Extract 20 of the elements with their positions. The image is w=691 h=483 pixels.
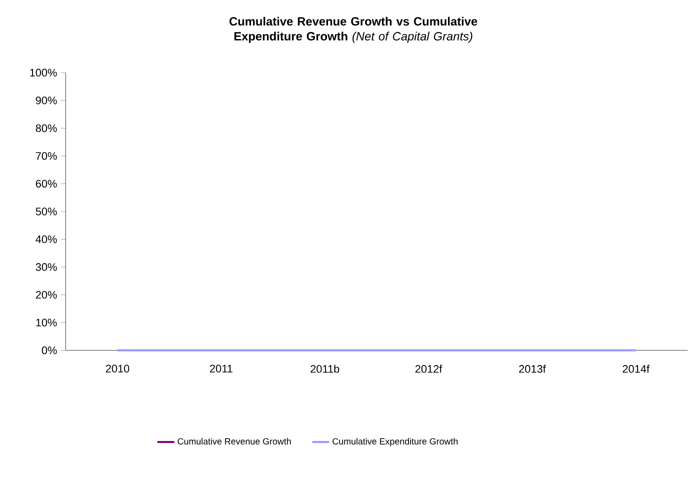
y-tick-label: 100% (30, 68, 57, 77)
legend-label: Cumulative Expenditure Growth (332, 438, 458, 446)
y-tick-label: 60% (36, 180, 57, 188)
x-tick-label: 2010 (106, 364, 130, 373)
y-tick-label: 0% (42, 346, 57, 354)
y-tick-label: 80% (36, 124, 57, 132)
chart-title: Cumulative Revenue Growth vs Cumulative Expenditure Growth (Net of Capital Grants) (229, 17, 478, 43)
y-tick-label: 10% (36, 318, 57, 327)
x-tick-label: 2014f (622, 364, 650, 373)
y-tick-label: 70% (36, 152, 57, 160)
y-tick-label: 30% (36, 263, 57, 272)
y-tick-label: 20% (36, 291, 57, 299)
legend-label: Cumulative Revenue Growth (178, 438, 291, 445)
x-tick-label: 2011 (210, 364, 232, 373)
x-tick-label: 2012f (415, 364, 442, 373)
y-tick-label: 90% (36, 96, 57, 104)
x-tick-label: 2013f (519, 364, 546, 373)
x-tick-label: 2011b (310, 364, 340, 373)
y-tick-label: 50% (36, 208, 57, 216)
y-tick-label: 40% (36, 236, 57, 244)
